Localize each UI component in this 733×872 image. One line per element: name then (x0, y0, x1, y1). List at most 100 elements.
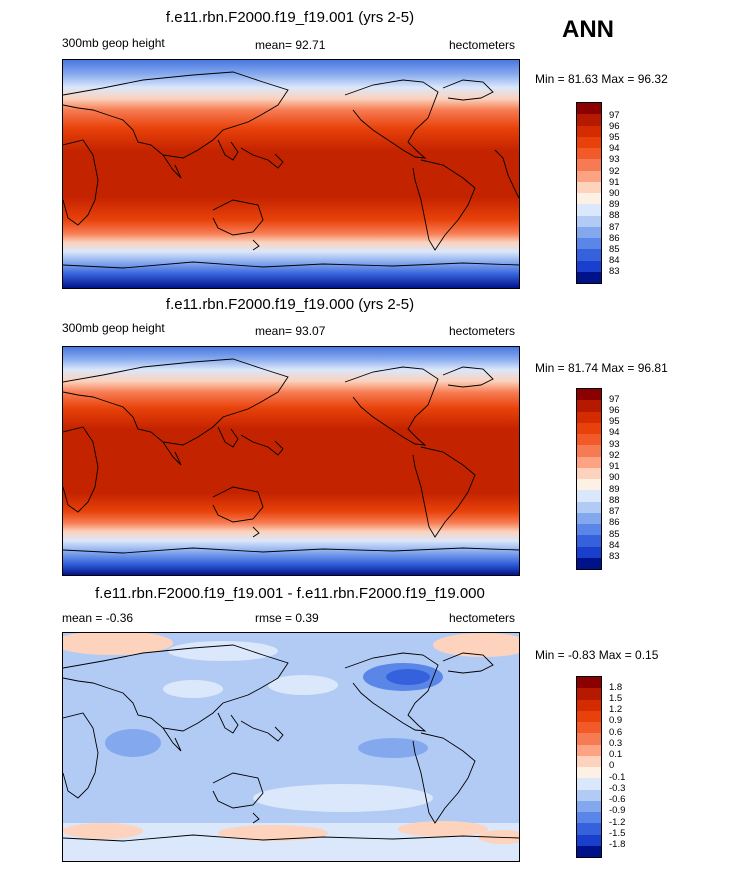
panel-2-colorbar-cell (577, 422, 601, 434)
panel-3-colorbar-cell (577, 823, 601, 835)
panel-3-colorbar-cell (577, 778, 601, 790)
panel-2-variable-label: 300mb geop height (62, 321, 165, 335)
panel-2-colorbar-cell (577, 524, 601, 536)
panel-1-title: f.e11.rbn.F2000.f19_f19.001 (yrs 2-5) (165, 9, 415, 26)
panel-3-tick: -1.5 (609, 828, 626, 839)
panel-3-units-label: hectometers (449, 611, 516, 625)
panel-3-tick: 1.5 (609, 693, 623, 704)
panel-3-colorbar-cell (577, 755, 601, 767)
panel-2-colorbar-cell (577, 445, 601, 457)
panel-2-colorbar-cell (577, 434, 601, 446)
panel-3-tick: -1.8 (609, 839, 626, 850)
panel-3-tick: -0.9 (609, 805, 626, 816)
panel-1-tick: 88 (609, 210, 620, 221)
panel-2-tick: 88 (609, 495, 620, 506)
panel-3-tick: 1.8 (609, 682, 623, 693)
panel-2-map-svg (63, 347, 519, 575)
panel-3-colorbar-cell (577, 789, 601, 801)
panel-3-map-svg (63, 633, 519, 861)
panel-1-tick: 84 (609, 255, 620, 266)
panel-2-tick: 93 (609, 439, 620, 450)
panel-1-colorbar-cell (577, 114, 601, 126)
panel-2-colorbar-cell (577, 512, 601, 524)
panel-1-colorbar-cell (577, 249, 601, 261)
panel-1-colorbar-cell (577, 226, 601, 238)
panel-3-tick: 1.2 (609, 704, 623, 715)
panel-2-tick: 92 (609, 450, 620, 461)
panel-2-colorbar-cell (577, 456, 601, 468)
panel-1-coastlines (63, 71, 519, 269)
panel-1-colorbar-cell (577, 159, 601, 171)
panel-2-tick: 96 (609, 405, 620, 416)
panel-1-colorbar-cell (577, 193, 601, 205)
panel-3-colorbar-cell (577, 677, 601, 689)
panel-1-colorbar-cell (577, 170, 601, 182)
panel-1-colorbar-cell (577, 238, 601, 250)
panel-2-title: f.e11.rbn.F2000.f19_f19.000 (yrs 2-5) (165, 296, 415, 313)
panel-3-colorbar-cell (577, 744, 601, 756)
panel-1-tick: 92 (609, 166, 620, 177)
season-label: ANN (562, 16, 614, 43)
panel-2-colorbar-cell (577, 400, 601, 412)
panel-2-coastlines (63, 358, 519, 554)
panel-2-colorbar-cell (577, 411, 601, 423)
panel-1-tick: 95 (609, 132, 620, 143)
panel-1-colorbar-cell (577, 148, 601, 160)
panel-3-colorbar-cell (577, 699, 601, 711)
panel-2-colorbar-cell (577, 467, 601, 479)
panel-1-minmax-label: Min = 81.63 Max = 96.32 (535, 72, 668, 86)
panel-1-tick: 87 (609, 222, 620, 233)
panel-2-colorbar (576, 388, 602, 570)
panel-2-colorbar-cell (577, 535, 601, 547)
panel-3-tick: 0 (609, 760, 615, 771)
panel-2-colorbar-cell (577, 546, 601, 558)
panel-2-tick: 97 (609, 394, 620, 405)
panel-3-colorbar-cell (577, 733, 601, 745)
panel-3-colorbar-cell (577, 812, 601, 824)
panel-2-tick: 86 (609, 517, 620, 528)
panel-3-tick: -0.3 (609, 783, 626, 794)
panel-3-colorbar-cell (577, 834, 601, 846)
panel-1-tick: 94 (609, 143, 620, 154)
panel-1-map (62, 59, 520, 289)
panel-1-units-label: hectometers (449, 38, 516, 52)
panel-3-colorbar (576, 676, 602, 858)
panel-3-minmax-label: Min = -0.83 Max = 0.15 (535, 648, 659, 662)
panel-1-tick: 90 (609, 188, 620, 199)
panel-3-colorbar-cell (577, 710, 601, 722)
panel-3-colorbar-cell (577, 722, 601, 734)
panel-2-tick: 83 (609, 551, 620, 562)
panel-3-colorbar-cell (577, 800, 601, 812)
panel-3-mean-label: mean = -0.36 (62, 611, 134, 625)
panel-3-colorbar-cell (577, 845, 601, 857)
panel-1-tick: 91 (609, 177, 620, 188)
panel-2-tick: 90 (609, 472, 620, 483)
panel-2-tick: 85 (609, 529, 620, 540)
panel-2-minmax-label: Min = 81.74 Max = 96.81 (535, 361, 668, 375)
panel-3-rmse-label: rmse = 0.39 (255, 611, 319, 625)
panel-3-tick: -0.6 (609, 794, 626, 805)
panel-2-mean-label: mean= 93.07 (255, 324, 326, 338)
panel-2-tick: 95 (609, 416, 620, 427)
panel-1-tick: 97 (609, 110, 620, 121)
panel-3-colorbar-cell (577, 767, 601, 779)
panel-2-colorbar-cell (577, 557, 601, 569)
panel-1-tick: 96 (609, 121, 620, 132)
panel-2-colorbar-cell (577, 479, 601, 491)
panel-3-title: f.e11.rbn.F2000.f19_f19.001 - f.e11.rbn.… (95, 585, 485, 602)
panel-1-colorbar-cell (577, 181, 601, 193)
panel-1-mean-label: mean= 92.71 (255, 38, 326, 52)
panel-3-tick: -0.1 (609, 772, 626, 783)
panel-2-map (62, 346, 520, 576)
panel-1-colorbar-cell (577, 125, 601, 137)
panel-3-map (62, 632, 520, 862)
panel-1-variable-label: 300mb geop height (62, 36, 165, 50)
panel-1-colorbar-cell (577, 136, 601, 148)
panel-1-colorbar-cell (577, 271, 601, 283)
panel-2-tick: 87 (609, 506, 620, 517)
panel-3-tick: 0.9 (609, 715, 623, 726)
panel-3-tick: 0.6 (609, 727, 623, 738)
panel-1-colorbar-cell (577, 215, 601, 227)
panel-1-map-svg (63, 60, 519, 288)
panel-1-tick: 93 (609, 154, 620, 165)
